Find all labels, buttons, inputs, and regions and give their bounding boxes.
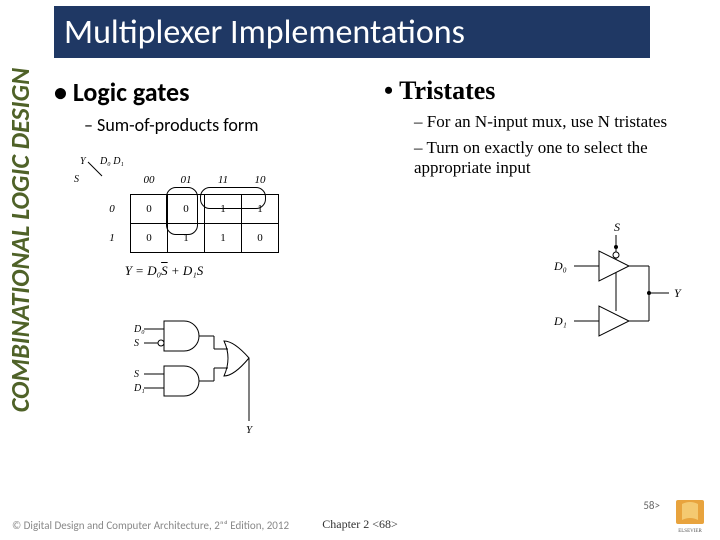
kmap-cell-10: 0 xyxy=(131,224,168,253)
right-column: • Tristates – For an N-input mux, use N … xyxy=(384,76,694,178)
left-heading-text: Logic gates xyxy=(73,76,190,108)
right-heading: • Tristates xyxy=(384,76,694,106)
gate-in-d0: D₀ xyxy=(134,324,145,335)
left-sub1: – Sum-of-products form xyxy=(84,114,374,136)
content-area: • Logic gates – Sum-of-products form Y D… xyxy=(54,76,700,456)
eq-rest: + D₁S xyxy=(168,263,204,278)
gate-in-s2: S xyxy=(134,369,139,380)
eq-lhs: Y = xyxy=(125,263,148,278)
kmap-cell-01: 0 xyxy=(168,195,205,224)
publisher-name: ELSEVIER xyxy=(678,529,702,534)
kmap-col-0: 00 xyxy=(131,166,168,195)
logic-gates-diagram: D₀ S S D₁ Y xyxy=(134,311,304,441)
tri-sel-label: S xyxy=(614,221,620,234)
right-sub1: – For an N-input mux, use N tristates xyxy=(414,112,694,132)
page-number: 58> xyxy=(643,499,660,512)
right-sub2-text: Turn on exactly one to select the approp… xyxy=(414,138,648,177)
kmap: Y D₀ D₁ S 00 01 11 10 0 0 0 xyxy=(94,166,279,279)
kmap-col-1: 01 xyxy=(168,166,205,195)
copyright-text: © Digital Design and Computer Architectu… xyxy=(12,519,289,532)
kmap-diag-line xyxy=(86,160,106,180)
kmap-cell-00: 0 xyxy=(131,195,168,224)
kmap-rowvar-label: S xyxy=(74,174,79,185)
kmap-row-1: 1 xyxy=(94,224,131,253)
kmap-table: 00 01 11 10 0 0 0 1 1 1 0 xyxy=(94,166,279,253)
kmap-row-0: 0 xyxy=(94,195,131,224)
tri-d0-label: D₀ xyxy=(553,259,567,273)
left-column: • Logic gates – Sum-of-products form Y D… xyxy=(54,76,374,136)
kmap-col-2: 11 xyxy=(205,166,242,195)
left-heading: • Logic gates xyxy=(54,76,374,108)
gate-out-y: Y xyxy=(246,424,254,436)
publisher-logo: ELSEVIER xyxy=(670,500,710,534)
kmap-cell-03: 1 xyxy=(242,195,279,224)
slide: COMBINATIONAL LOGIC DESIGN Multiplexer I… xyxy=(0,0,720,540)
kmap-cell-12: 1 xyxy=(205,224,242,253)
sidebar-label: COMBINATIONAL LOGIC DESIGN xyxy=(4,68,36,412)
tri-d1-label: D₁ xyxy=(553,314,567,328)
title-bar: Multiplexer Implementations xyxy=(54,6,650,58)
gate-in-d1: D₁ xyxy=(134,383,145,394)
tri-out-label: Y xyxy=(674,286,682,300)
left-sub1-text: Sum-of-products form xyxy=(97,114,259,136)
tristate-diagram: S D₀ D₁ Y xyxy=(544,221,694,361)
kmap-equation: Y = D₀S + D₁S xyxy=(74,263,254,279)
right-sub2: – Turn on exactly one to select the appr… xyxy=(414,138,694,178)
kmap-output-label: Y xyxy=(80,156,86,167)
kmap-cell-13: 0 xyxy=(242,224,279,253)
sidebar: COMBINATIONAL LOGIC DESIGN xyxy=(0,0,40,540)
kmap-cell-02: 1 xyxy=(205,195,242,224)
right-heading-text: Tristates xyxy=(399,76,495,105)
footer: © Digital Design and Computer Architectu… xyxy=(0,510,720,540)
eq-t1: D₀ xyxy=(147,263,161,278)
gate-in-s1: S xyxy=(134,338,139,349)
kmap-col-3: 10 xyxy=(242,166,279,195)
slide-title: Multiplexer Implementations xyxy=(64,12,465,53)
kmap-cell-11: 1 xyxy=(168,224,205,253)
right-sub1-text: For an N-input mux, use N tristates xyxy=(427,112,667,131)
chapter-text: Chapter 2 <68> xyxy=(322,517,398,532)
